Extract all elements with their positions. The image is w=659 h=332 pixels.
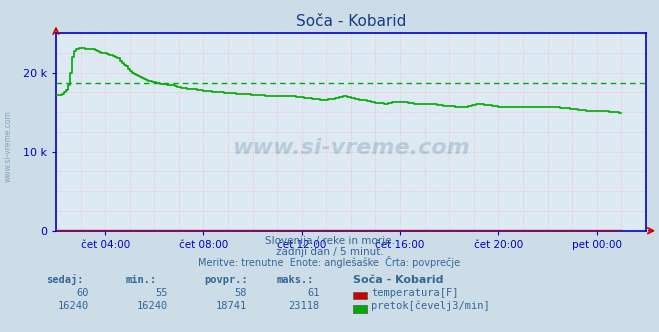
Text: Soča - Kobarid: Soča - Kobarid bbox=[353, 275, 443, 285]
Text: 60: 60 bbox=[76, 288, 89, 298]
Text: maks.:: maks.: bbox=[277, 275, 314, 285]
Text: 58: 58 bbox=[235, 288, 247, 298]
Text: sedaj:: sedaj: bbox=[46, 274, 84, 285]
Text: zadnji dan / 5 minut.: zadnji dan / 5 minut. bbox=[275, 247, 384, 257]
Title: Soča - Kobarid: Soča - Kobarid bbox=[296, 14, 406, 29]
Text: 55: 55 bbox=[156, 288, 168, 298]
Text: www.si-vreme.com: www.si-vreme.com bbox=[3, 110, 13, 182]
Text: 16240: 16240 bbox=[137, 301, 168, 311]
Text: Meritve: trenutne  Enote: anglešaške  Črta: povprečje: Meritve: trenutne Enote: anglešaške Črta… bbox=[198, 256, 461, 268]
Text: pretok[čevelj3/min]: pretok[čevelj3/min] bbox=[371, 301, 490, 311]
Text: www.si-vreme.com: www.si-vreme.com bbox=[232, 138, 470, 158]
Text: 18741: 18741 bbox=[216, 301, 247, 311]
Text: 61: 61 bbox=[307, 288, 320, 298]
Text: temperatura[F]: temperatura[F] bbox=[371, 288, 459, 298]
Text: Slovenija / reke in morje.: Slovenija / reke in morje. bbox=[264, 236, 395, 246]
Text: 16240: 16240 bbox=[58, 301, 89, 311]
Text: povpr.:: povpr.: bbox=[204, 275, 248, 285]
Text: 23118: 23118 bbox=[289, 301, 320, 311]
Text: min.:: min.: bbox=[125, 275, 156, 285]
